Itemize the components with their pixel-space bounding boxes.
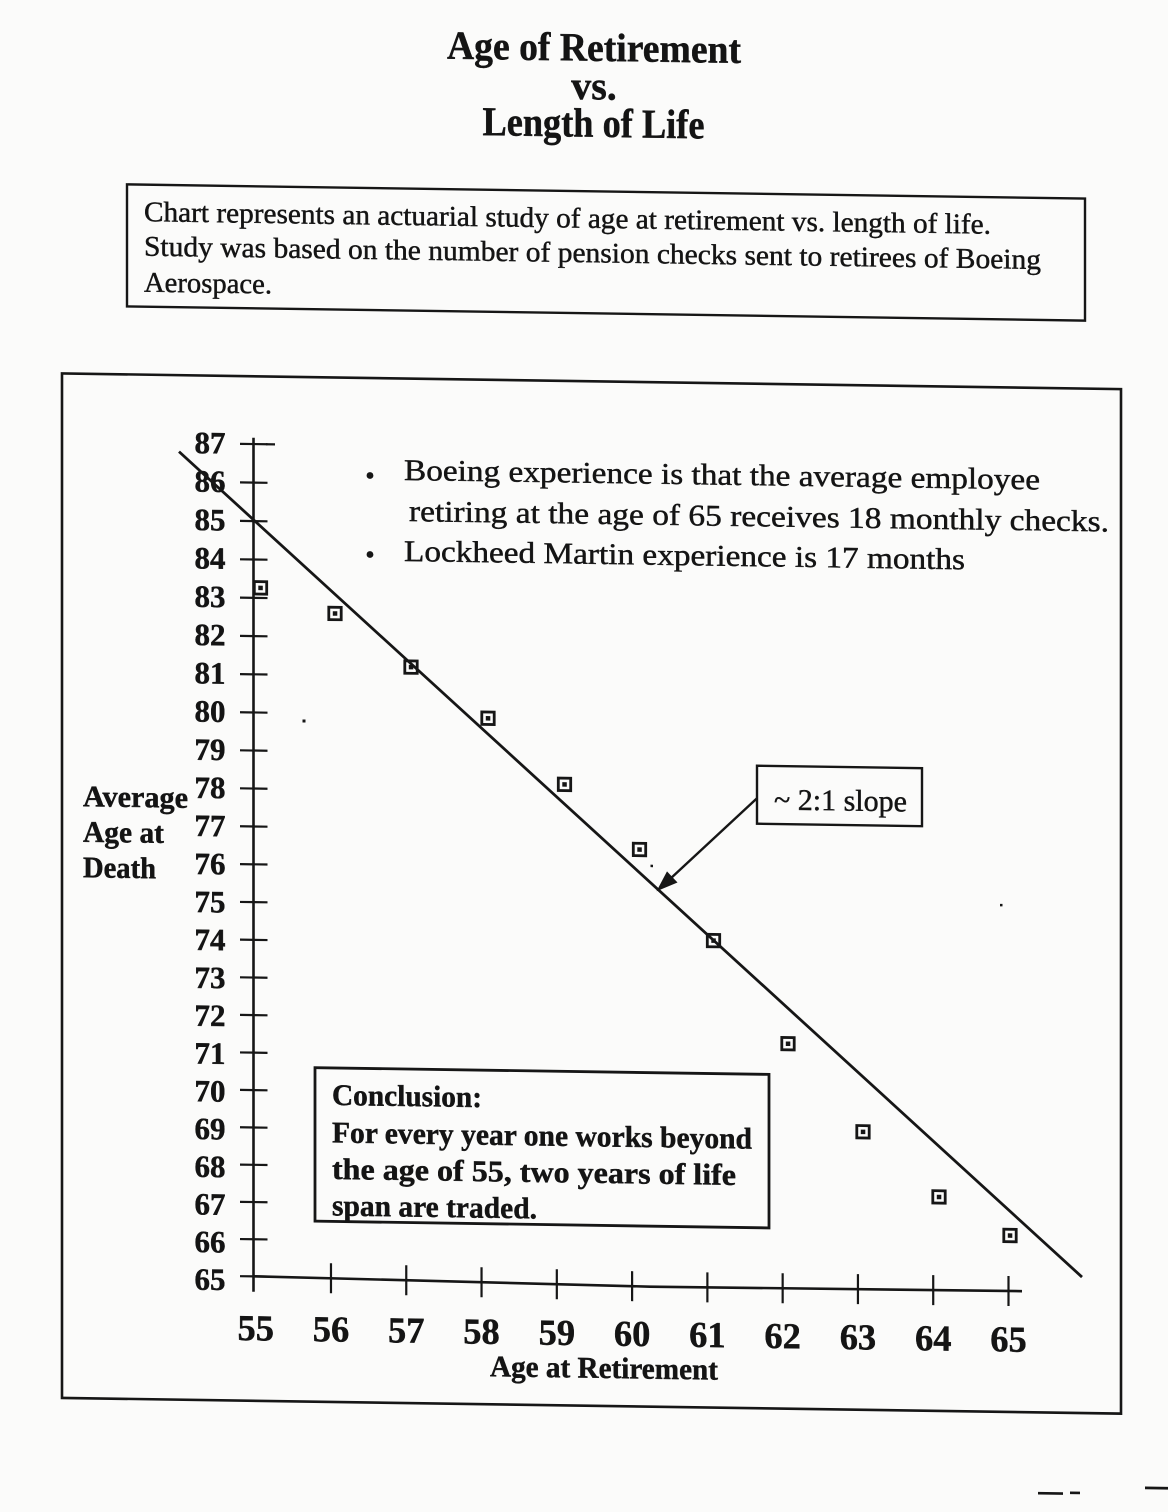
svg-text:73: 73 <box>195 960 226 995</box>
svg-text:64: 64 <box>915 1317 951 1359</box>
svg-text:60: 60 <box>614 1313 650 1355</box>
svg-text:65: 65 <box>195 1262 226 1297</box>
svg-text:87: 87 <box>195 425 226 460</box>
svg-text:77: 77 <box>195 808 226 843</box>
svg-text:the age of 55, two years of li: the age of 55, two years of life <box>332 1153 736 1192</box>
svg-text:83: 83 <box>195 579 226 614</box>
svg-text:Length of Life: Length of Life <box>483 98 705 147</box>
svg-text:78: 78 <box>195 770 226 805</box>
svg-text:Age at: Age at <box>83 816 164 850</box>
svg-text:Boeing experience is that the: Boeing experience is that the average em… <box>404 454 1040 496</box>
svg-text:57: 57 <box>388 1309 424 1351</box>
svg-text:66: 66 <box>195 1224 226 1259</box>
svg-text:vs.: vs. <box>571 63 617 109</box>
svg-text:Age at Retirement: Age at Retirement <box>490 1350 718 1386</box>
svg-text:75: 75 <box>195 884 226 919</box>
svg-text:58: 58 <box>463 1310 499 1352</box>
svg-text:span are traded.: span are traded. <box>332 1189 537 1225</box>
svg-text:70: 70 <box>195 1073 226 1108</box>
svg-text:81: 81 <box>195 655 226 690</box>
svg-text:Age of Retirement: Age of Retirement <box>447 23 742 72</box>
svg-text:Death: Death <box>83 851 156 885</box>
svg-text:61: 61 <box>689 1314 725 1356</box>
svg-text:56: 56 <box>313 1308 349 1350</box>
svg-text:84: 84 <box>195 540 226 575</box>
svg-text:68: 68 <box>195 1149 226 1184</box>
svg-text:Conclusion:: Conclusion: <box>332 1079 482 1114</box>
svg-text:65: 65 <box>990 1318 1026 1360</box>
svg-text:82: 82 <box>195 617 226 652</box>
svg-text:69: 69 <box>195 1111 226 1146</box>
svg-text:72: 72 <box>195 998 226 1033</box>
svg-text:Average: Average <box>83 780 188 815</box>
svg-text:67: 67 <box>195 1186 226 1221</box>
svg-text:Aerospace.: Aerospace. <box>144 268 272 301</box>
svg-text:85: 85 <box>195 502 226 537</box>
svg-text:59: 59 <box>539 1311 575 1353</box>
svg-text:63: 63 <box>840 1316 876 1358</box>
svg-text:62: 62 <box>764 1315 800 1357</box>
svg-text:74: 74 <box>195 922 226 957</box>
svg-text:80: 80 <box>195 694 226 729</box>
svg-text:55: 55 <box>237 1307 273 1349</box>
svg-text:79: 79 <box>195 732 226 767</box>
svg-text:71: 71 <box>195 1036 226 1071</box>
svg-text:For every year one works beyon: For every year one works beyond <box>332 1116 752 1155</box>
svg-text:~ 2:1 slope: ~ 2:1 slope <box>774 783 907 818</box>
svg-text:76: 76 <box>195 846 226 881</box>
